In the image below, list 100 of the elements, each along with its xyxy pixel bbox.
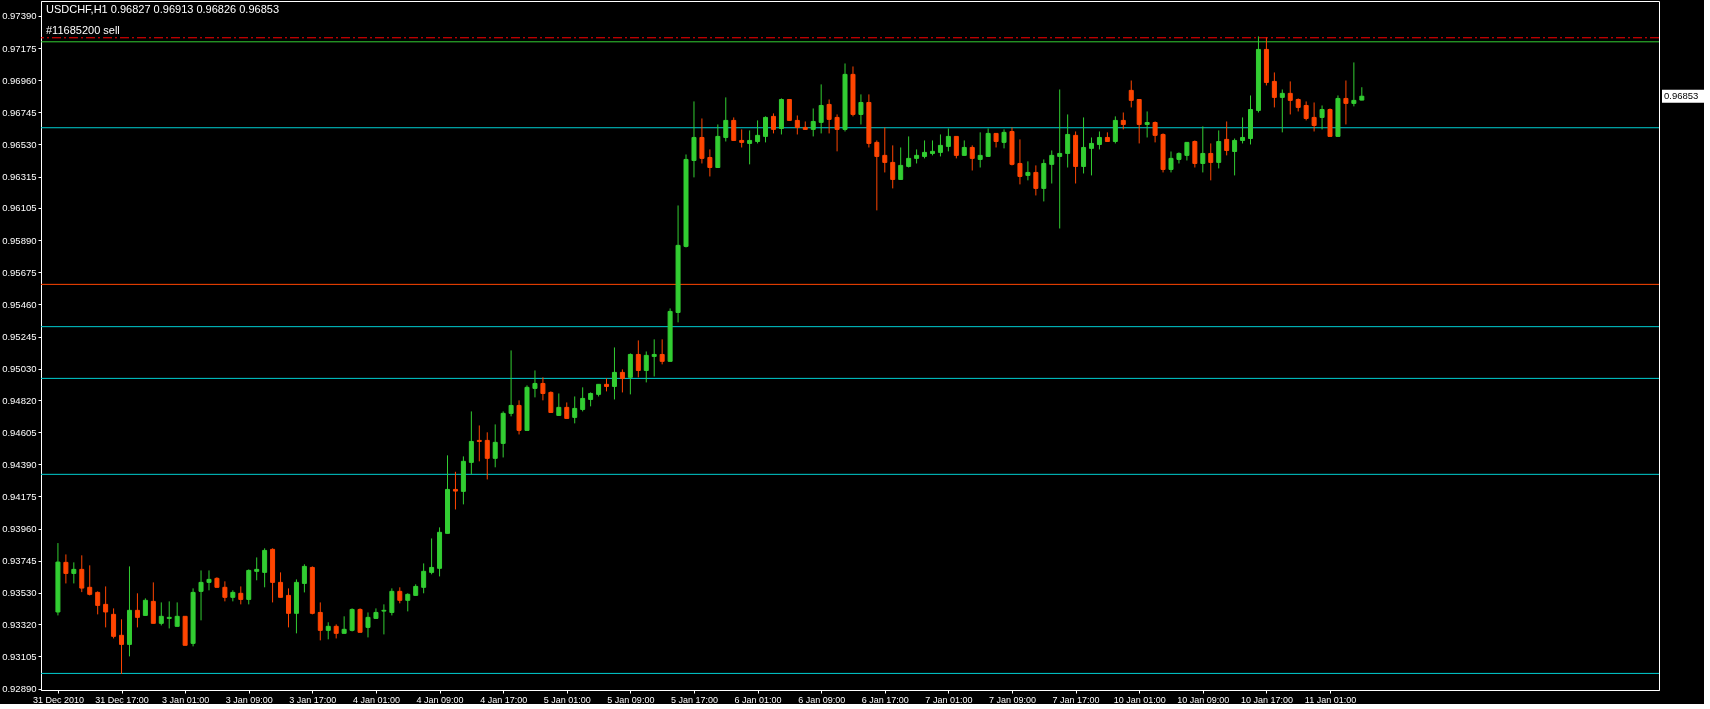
candlestick [103, 585, 109, 628]
candlestick [492, 423, 498, 468]
candlestick [405, 592, 411, 612]
x-tick-label: 5 Jan 09:00 [607, 694, 655, 705]
x-tick-label: 3 Jan 09:00 [225, 694, 273, 705]
candlestick [429, 537, 435, 575]
x-tick-label: 31 Dec 2010 [32, 694, 84, 705]
candlestick [198, 569, 204, 621]
candlestick [174, 601, 180, 627]
y-tick-label: 0.95245 [2, 331, 37, 343]
candlestick [1112, 115, 1118, 144]
candlestick [1208, 142, 1214, 181]
candlestick [1033, 164, 1039, 196]
candlestick [1144, 110, 1150, 138]
candlestick [794, 114, 800, 135]
candlestick [1279, 88, 1285, 133]
y-tick-label: 0.94175 [2, 490, 37, 502]
candlestick [977, 131, 983, 168]
candlestick [1184, 141, 1190, 161]
y-tick-label: 0.96315 [2, 171, 37, 183]
y-tick-label: 0.97390 [2, 10, 37, 22]
candlestick [111, 607, 117, 639]
candlestick [1017, 138, 1023, 185]
candlestick [763, 115, 769, 143]
candlestick [1089, 136, 1094, 176]
y-tick-label: 0.93960 [2, 523, 37, 535]
y-tick-label: 0.92890 [2, 683, 37, 695]
candlestick [906, 135, 912, 168]
candlestick [1287, 80, 1293, 115]
candlestick [150, 581, 156, 624]
candlestick [452, 471, 458, 510]
candlestick [421, 562, 427, 594]
candlestick [79, 554, 85, 593]
candlestick [254, 556, 260, 581]
candlestick [739, 128, 745, 148]
candlestick [1168, 151, 1174, 173]
candlestick [945, 127, 951, 152]
candlestick [627, 352, 633, 395]
candlestick [1152, 120, 1158, 143]
candlestick [1271, 71, 1277, 108]
candlestick [134, 592, 140, 628]
y-tick-label: 0.95675 [2, 266, 37, 278]
x-tick-label: 11 Jan 01:00 [1304, 694, 1357, 705]
candlestick [572, 395, 578, 424]
y-tick-label: 0.93105 [2, 650, 37, 662]
text: 0.96853 [1664, 90, 1699, 102]
candlestick [1351, 61, 1357, 107]
y-tick-label: 0.94390 [2, 458, 37, 470]
x-tick-label: 4 Jan 17:00 [480, 694, 528, 705]
candlestick [317, 601, 323, 641]
y-tick-label: 0.96960 [2, 74, 37, 86]
candlestick [1192, 139, 1198, 168]
candlestick [707, 148, 713, 177]
x-tick-label: 3 Jan 17:00 [289, 694, 337, 705]
candlestick [580, 386, 586, 412]
candlestick [71, 561, 77, 584]
y-tick-label: 0.95460 [2, 298, 37, 310]
candlestick [1216, 129, 1222, 169]
candlestick [222, 580, 228, 602]
candlestick [699, 117, 705, 164]
candlestick [341, 615, 347, 634]
x-tick-label: 6 Jan 01:00 [734, 694, 782, 705]
candlestick [63, 553, 69, 584]
y-tick-label: 0.95890 [2, 234, 37, 246]
y-tick-label: 0.96745 [2, 106, 37, 118]
candlestick [874, 139, 880, 211]
candlestick [206, 569, 212, 591]
candlestick [969, 144, 975, 171]
y-tick-label: 0.96105 [2, 202, 37, 214]
candlestick [985, 127, 991, 157]
candlestick [810, 107, 816, 137]
candlestick [611, 346, 617, 400]
candlestick [858, 93, 864, 125]
candlestick [635, 339, 641, 378]
candlestick [834, 113, 840, 152]
candlestick [158, 601, 164, 626]
candlestick [389, 587, 395, 616]
y-tick-label: 0.94605 [2, 426, 37, 438]
candlestick [95, 590, 101, 615]
y-tick-label: 0.93530 [2, 587, 37, 599]
candlestick [755, 119, 761, 144]
candlestick [1001, 128, 1007, 149]
y-tick-label: 0.97175 [2, 42, 37, 54]
y-tick-label: 0.94820 [2, 394, 37, 406]
candlestick [882, 126, 888, 173]
candlestick [1311, 101, 1317, 132]
candlestick [723, 96, 729, 142]
candlestick [540, 376, 546, 401]
candlestick [1025, 160, 1031, 181]
x-tick-label: 3 Jan 01:00 [162, 694, 210, 705]
ref-line-label: #11685200 sell [46, 23, 120, 36]
x-tick-label: 31 Dec 17:00 [95, 694, 149, 705]
candlestick [747, 129, 753, 165]
candlestick [898, 146, 904, 180]
candlestick [476, 424, 482, 462]
candlestick [1343, 80, 1349, 125]
candlestick [651, 338, 657, 377]
y-tick-label: 0.93745 [2, 555, 37, 567]
x-tick-label: 5 Jan 17:00 [670, 694, 718, 705]
x-tick-label: 10 Jan 09:00 [1177, 694, 1230, 705]
